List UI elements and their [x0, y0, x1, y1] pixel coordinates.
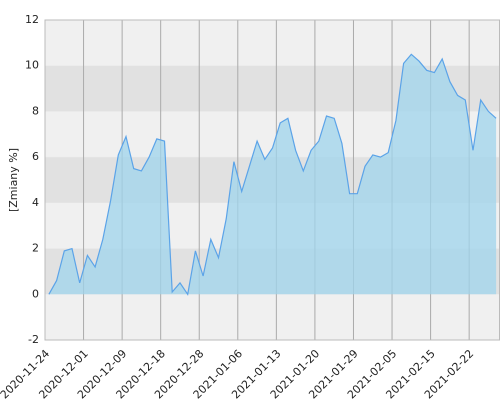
- y-tick-label: 12: [25, 13, 39, 26]
- y-tick-label: 2: [32, 242, 39, 255]
- y-tick-label: -2: [28, 333, 39, 346]
- y-tick-label: 6: [32, 150, 39, 163]
- y-tick-label: 0: [32, 287, 39, 300]
- line: [48, 53, 497, 296]
- area-fill: [48, 54, 497, 295]
- y-tick-label: 8: [32, 104, 39, 117]
- y-tick-label: 10: [25, 59, 39, 72]
- y-axis-label: [Zmiany %]: [7, 148, 20, 212]
- y-tick-label: 4: [32, 196, 39, 209]
